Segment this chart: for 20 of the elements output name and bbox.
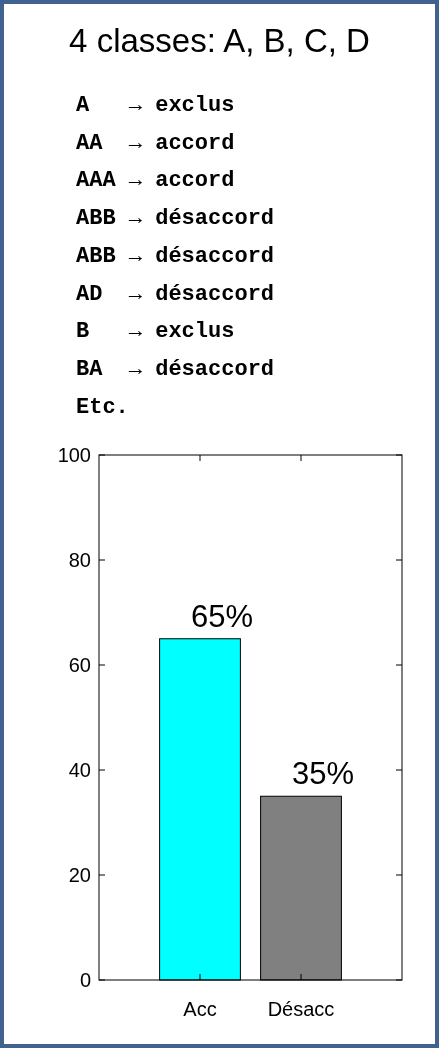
text: AAA → accord — [76, 168, 235, 194]
y-tick-label: 20 — [68, 864, 91, 886]
data-label: 35% — [291, 756, 355, 792]
text: ABB → désaccord — [76, 243, 275, 269]
x-tick-label: Désacc — [267, 998, 335, 1020]
text: BA → désaccord — [76, 356, 275, 382]
y-tick-label: 80 — [68, 549, 91, 571]
text: AA → accord — [76, 130, 235, 156]
y-tick-label: 40 — [68, 759, 91, 781]
y-tick-label: 0 — [79, 969, 91, 991]
text: AD → désaccord — [76, 281, 275, 307]
y-tick-label: 60 — [68, 654, 91, 676]
text: Etc. — [76, 394, 129, 420]
y-tick-label: 100 — [57, 444, 91, 466]
data-label: 65% — [190, 598, 254, 634]
text: ABB → désaccord — [76, 206, 275, 232]
text: A → exclus — [76, 93, 235, 118]
text: B → exclus — [76, 319, 235, 345]
chart-title: 4 classes: A, B, C, D — [69, 22, 370, 59]
x-tick-label: Acc — [183, 998, 217, 1020]
